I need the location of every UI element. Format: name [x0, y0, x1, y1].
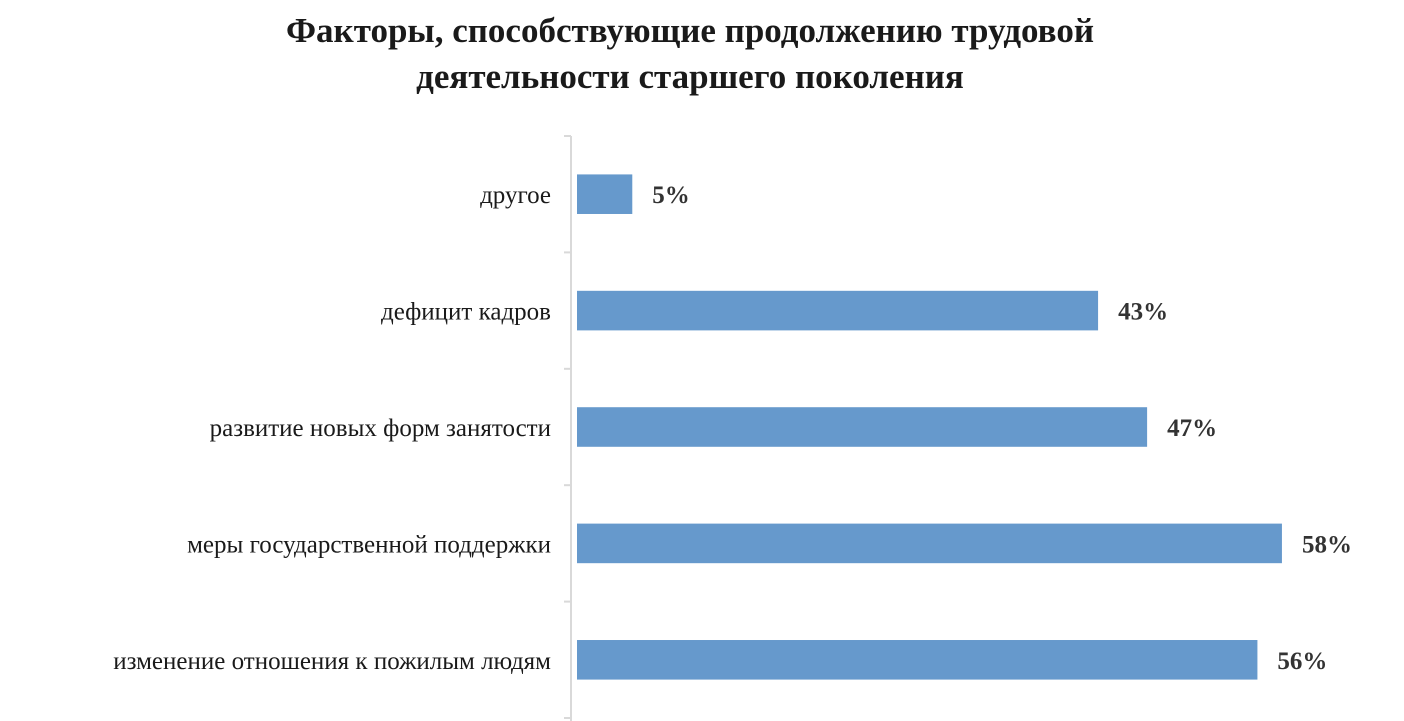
data-label: 5% [652, 182, 690, 209]
category-label: меры государственной поддержки [187, 531, 551, 558]
bar [577, 174, 633, 214]
chart-title: Факторы, способствующие продолжению труд… [0, 8, 1380, 100]
data-label: 43% [1118, 299, 1168, 326]
bar [577, 407, 1148, 447]
bar [577, 523, 1282, 564]
chart-title-line-1: Факторы, способствующие продолжению труд… [285, 11, 1095, 50]
category-label: другое [480, 182, 551, 209]
bar [577, 640, 1258, 680]
category-label: дефицит кадров [381, 299, 551, 326]
bar [577, 290, 1099, 331]
category-label: изменение отношения к пожилым людям [113, 648, 551, 675]
data-label: 56% [1277, 648, 1327, 675]
data-label: 47% [1167, 415, 1217, 442]
category-label: развитие новых форм занятости [210, 415, 551, 442]
chart-title-line-2: деятельности старшего поколения [416, 57, 964, 96]
data-label: 58% [1302, 531, 1352, 558]
